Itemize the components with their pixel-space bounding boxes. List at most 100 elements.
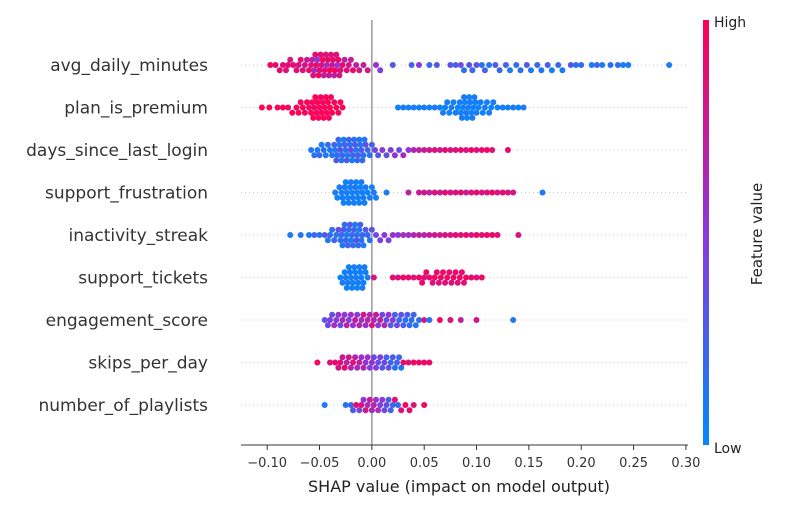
shap-point-days-since-last-login [338, 157, 345, 164]
shap-point-skips-per-day [339, 354, 346, 361]
shap-point-inactivity-streak [357, 221, 364, 228]
shap-point-support-frustration [354, 189, 361, 196]
shap-point-avg-daily-minutes [299, 67, 306, 74]
shap-point-avg-daily-minutes [620, 62, 627, 68]
shap-point-number-of-playlists [350, 407, 356, 414]
shap-point-plan-is-premium [461, 94, 467, 101]
shap-point-inactivity-streak [316, 232, 323, 238]
shap-point-avg-daily-minutes [329, 62, 336, 68]
shap-point-days-since-last-login [335, 136, 342, 143]
shap-point-skips-per-day [410, 359, 417, 366]
shap-point-avg-daily-minutes [347, 56, 354, 63]
shap-point-plan-is-premium [335, 109, 342, 116]
shap-point-support-tickets [450, 274, 457, 281]
shap-point-skips-per-day [360, 364, 367, 371]
shap-point-inactivity-streak [431, 232, 438, 238]
shap-point-avg-daily-minutes [573, 62, 579, 68]
shap-point-inactivity-streak [494, 232, 501, 238]
shap-point-support-frustration [349, 189, 355, 196]
shap-point-inactivity-streak [353, 237, 360, 244]
shap-point-plan-is-premium [452, 109, 459, 116]
shap-point-number-of-playlists [385, 396, 392, 403]
shap-point-skips-per-day [387, 359, 394, 366]
shap-point-support-tickets [421, 274, 428, 281]
shap-point-engagement-score [350, 322, 356, 329]
shap-point-inactivity-streak [340, 226, 347, 233]
shap-point-avg-daily-minutes [534, 62, 541, 68]
shap-point-support-frustration [463, 189, 470, 196]
shap-point-support-frustration [421, 189, 428, 196]
shap-point-plan-is-premium [515, 104, 522, 111]
shap-point-support-tickets [364, 274, 371, 281]
shap-point-avg-daily-minutes [272, 62, 279, 68]
shap-point-days-since-last-login [327, 147, 333, 153]
shap-point-days-since-last-login [400, 152, 407, 159]
shap-point-plan-is-premium [324, 99, 331, 106]
shap-point-plan-is-premium [320, 114, 327, 121]
shap-point-avg-daily-minutes [324, 56, 331, 63]
shap-point-days-since-last-login [360, 152, 367, 159]
shap-point-support-tickets [468, 274, 475, 281]
shap-point-plan-is-premium [488, 104, 495, 111]
shap-point-days-since-last-login [431, 147, 438, 153]
shap-point-avg-daily-minutes [317, 51, 324, 58]
shap-point-plan-is-premium [293, 104, 300, 111]
shap-point-engagement-score [408, 317, 415, 323]
shap-point-support-frustration [468, 189, 475, 196]
shap-point-support-tickets [346, 269, 353, 276]
shap-point-inactivity-streak [354, 232, 361, 238]
shap-point-skips-per-day [416, 359, 422, 366]
shap-point-plan-is-premium [337, 99, 344, 106]
shap-point-plan-is-premium [317, 94, 324, 101]
shap-point-plan-is-premium [499, 104, 506, 111]
shap-point-support-frustration [364, 189, 371, 196]
shap-point-avg-daily-minutes [555, 62, 562, 68]
shap-point-avg-daily-minutes [276, 67, 283, 74]
shap-point-days-since-last-login [452, 147, 459, 153]
shap-point-days-since-last-login [316, 152, 323, 159]
feature-label-engagement-score: engagement_score [46, 311, 208, 331]
shap-point-inactivity-streak [484, 232, 490, 238]
shap-point-days-since-last-login [504, 147, 511, 153]
shap-point-inactivity-streak [421, 232, 428, 238]
shap-point-support-tickets [431, 274, 438, 281]
shap-point-support-frustration [370, 189, 377, 196]
shap-point-avg-daily-minutes [517, 67, 524, 74]
shap-point-support-tickets [351, 264, 358, 271]
shap-point-engagement-score [373, 311, 379, 318]
shap-point-plan-is-premium [299, 104, 306, 111]
shap-point-days-since-last-login [332, 147, 339, 153]
shap-point-days-since-last-login [347, 147, 354, 153]
shap-point-support-tickets [456, 274, 463, 281]
shap-point-support-frustration [347, 179, 354, 186]
shap-point-plan-is-premium [328, 94, 334, 101]
shap-point-plan-is-premium [306, 104, 312, 111]
feature-label-plan-is-premium: plan_is_premium [64, 99, 208, 119]
shap-point-plan-is-premium [454, 104, 461, 111]
shap-point-engagement-score [383, 317, 390, 323]
shap-point-plan-is-premium [301, 109, 308, 116]
shap-point-plan-is-premium [314, 99, 321, 106]
shap-point-avg-daily-minutes [341, 56, 348, 63]
shap-point-support-tickets [339, 279, 346, 286]
shap-point-engagement-score [447, 317, 454, 323]
shap-point-avg-daily-minutes [293, 67, 300, 74]
shap-point-engagement-score [400, 322, 407, 329]
x-tick-label: 0.25 [619, 456, 648, 471]
shap-point-engagement-score [339, 317, 346, 323]
shap-point-number-of-playlists [398, 407, 405, 414]
shap-point-support-frustration [338, 189, 345, 196]
shap-point-number-of-playlists [373, 396, 379, 403]
shap-point-days-since-last-login [359, 157, 366, 164]
shap-point-avg-daily-minutes [666, 62, 673, 68]
shap-point-plan-is-premium [323, 109, 330, 116]
x-tick-label: 0.10 [462, 456, 491, 471]
shap-point-avg-daily-minutes [389, 62, 396, 68]
shap-point-plan-is-premium [456, 99, 463, 106]
shap-point-inactivity-streak [287, 232, 294, 238]
shap-point-avg-daily-minutes [290, 62, 297, 68]
shap-point-days-since-last-login [345, 136, 352, 143]
shap-point-inactivity-streak [306, 232, 312, 238]
shap-point-days-since-last-login [320, 147, 327, 153]
shap-point-plan-is-premium [458, 114, 465, 121]
